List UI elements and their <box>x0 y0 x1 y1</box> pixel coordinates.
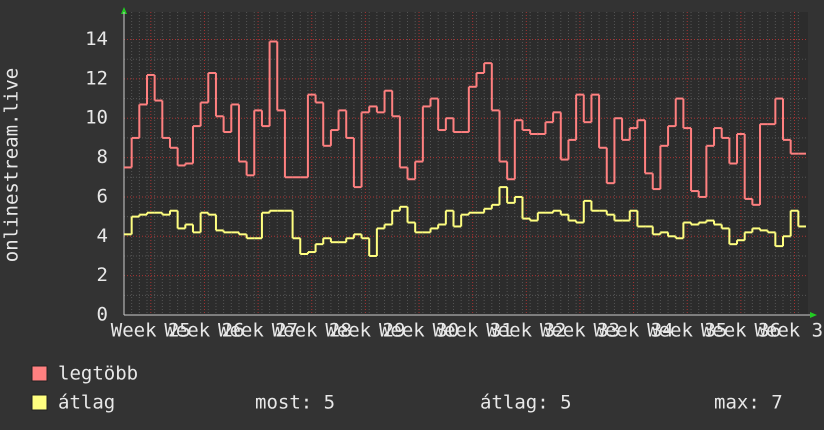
y-tick-label: 14 <box>85 28 108 50</box>
x-tick-label: Week 28 <box>272 320 352 342</box>
legend-stat: átlag: 5 <box>480 392 572 414</box>
x-tick-label: Week 30 <box>379 320 459 342</box>
y-tick-label: 4 <box>97 225 108 247</box>
y-tick-label: 2 <box>97 264 108 286</box>
x-tick-label: Week 27 <box>218 320 298 342</box>
y-axis-label: onlinestream.live <box>1 68 23 262</box>
x-tick-label: Week 35 <box>647 320 727 342</box>
x-tick-label: Week 29 <box>325 320 405 342</box>
y-tick-label: 0 <box>97 304 108 326</box>
legend-label: legtöbb <box>58 363 138 385</box>
legend-stat: max: 7 <box>714 392 783 414</box>
x-tick-label: Week 36 <box>701 320 781 342</box>
x-tick-label: Week 31 <box>433 320 513 342</box>
y-tick-label: 12 <box>85 67 108 89</box>
x-tick-label: Week 26 <box>164 320 244 342</box>
legend-stat: most: 5 <box>255 392 335 414</box>
x-tick-label: Week 37 <box>754 320 824 342</box>
y-tick-label: 8 <box>97 146 108 168</box>
x-tick-label: Week 34 <box>594 320 674 342</box>
axis-arrow <box>121 7 127 14</box>
legend-swatch <box>31 394 48 411</box>
legend-swatch <box>31 365 48 382</box>
axis-arrow <box>810 312 817 318</box>
plot-area <box>124 12 808 315</box>
x-tick-label: Week 32 <box>486 320 566 342</box>
legend-label: átlag <box>58 392 115 414</box>
x-tick-label: Week 25 <box>111 320 191 342</box>
x-tick-label: Week 33 <box>540 320 620 342</box>
y-tick-label: 10 <box>85 107 108 129</box>
y-tick-label: 6 <box>97 185 108 207</box>
